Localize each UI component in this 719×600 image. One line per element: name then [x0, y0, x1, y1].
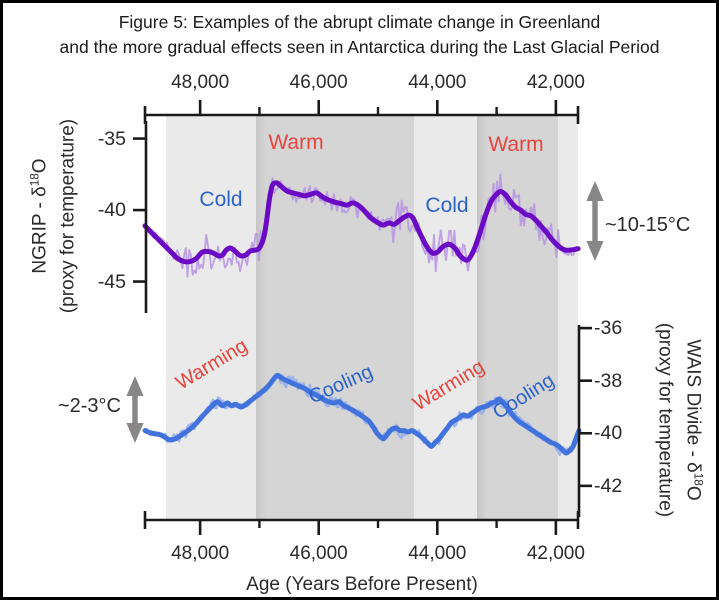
ngrip-tick-label: -40: [97, 199, 126, 222]
stadial-band: [165, 115, 256, 519]
delta18-superscript: 18: [28, 173, 42, 187]
delta18-superscript: 18: [691, 472, 705, 486]
wais-axis-label-line2: (proxy for temperature): [654, 322, 676, 518]
greenland-temp-range-arrow: [586, 181, 604, 261]
wais-axis-label: WAIS Divide - δ18O (proxy for temperatur…: [650, 323, 711, 517]
stadial-band: [558, 115, 578, 519]
wais-tick-label: -38: [594, 369, 623, 392]
ngrip-axis-label: NGRIP - δ18O (proxy for temperature): [21, 119, 82, 313]
annotation-warming: Warming: [409, 355, 489, 416]
annotation-warm: Warm: [268, 131, 324, 154]
ngrip-axis-label-line2: (proxy for temperature): [57, 118, 79, 314]
interstadial-band: [256, 115, 414, 519]
top-axis-tick-label: 48,000: [171, 72, 230, 93]
wais-tick-label: -42: [594, 474, 623, 497]
figure-title-line-2: and the more gradual effects seen in Ant…: [59, 37, 660, 57]
shaded-period-bands: [3, 3, 716, 597]
ngrip-axis-label-line1: NGRIP - δ18O: [28, 158, 51, 274]
antarctica-smoothed-line: [142, 372, 582, 456]
top-axis-tick-label: 42,000: [526, 72, 585, 93]
ngrip-tick-label: -35: [97, 127, 126, 150]
bottom-axis-tick-label: 48,000: [171, 543, 230, 564]
bottom-axis-tick-label: 46,000: [289, 543, 348, 564]
ngrip-tick-label: -45: [97, 270, 126, 293]
figure-title-line-1: Figure 5: Examples of the abrupt climate…: [118, 12, 601, 32]
wais-tick-label: -36: [594, 317, 623, 340]
top-axis-tick-label: 44,000: [408, 72, 467, 93]
antarctica-temp-range-arrow: [126, 376, 144, 443]
annotation-cooling: Cooling: [489, 369, 559, 424]
figure-title: Figure 5: Examples of the abrupt climate…: [3, 10, 716, 60]
wais-axis-label-line1: WAIS Divide - δ18O: [682, 339, 705, 501]
annotation-cold: Cold: [199, 188, 243, 211]
annotation-cooling: Cooling: [305, 360, 377, 409]
greenland-temp-range-label: ~10-15°C: [605, 214, 691, 236]
annotation-cold: Cold: [425, 194, 469, 217]
top-axis-tick-label: 46,000: [289, 72, 348, 93]
wais-tick-label: -40: [594, 422, 623, 445]
greenland-smoothed-line: [142, 180, 581, 265]
chart-canvas: [126, 100, 604, 535]
antarctica-temp-range-label: ~2-3°C: [57, 395, 121, 417]
chart-text-layer: Figure 5: Examples of the abrupt climate…: [3, 3, 716, 597]
x-axis-title: Age (Years Before Present): [246, 574, 478, 595]
bottom-axis-tick-label: 44,000: [408, 543, 467, 564]
bottom-axis-tick-label: 42,000: [526, 543, 585, 564]
annotation-warm: Warm: [488, 133, 544, 156]
interstadial-band: [477, 115, 558, 519]
stadial-band: [414, 115, 477, 519]
annotation-warming: Warming: [172, 334, 252, 395]
